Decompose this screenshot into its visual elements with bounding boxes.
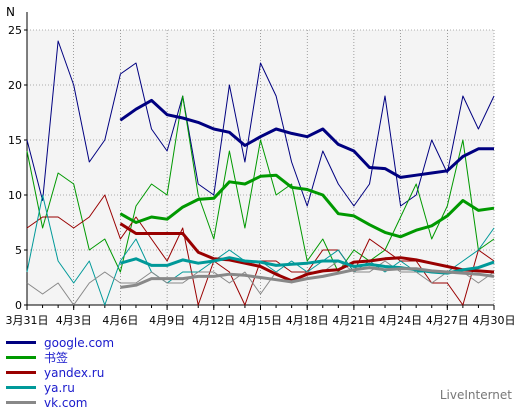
legend-item-vk[interactable]: vk.com	[6, 395, 114, 410]
series-line-average	[120, 266, 495, 289]
x-tick-label: 4月12日	[192, 314, 235, 327]
legend-item-bookmarks[interactable]: 书签	[6, 350, 114, 365]
x-tick-label: 4月6日	[102, 314, 138, 327]
x-tick-label: 4月18日	[286, 314, 329, 327]
x-tick-label: 4月27日	[426, 314, 469, 327]
legend-swatch	[6, 401, 36, 404]
y-tick-label: 10	[8, 189, 22, 202]
y-axis-label: N	[6, 5, 15, 19]
legend-item-google[interactable]: google.com	[6, 335, 114, 350]
series-line-daily	[26, 260, 495, 306]
x-tick-label: 4月21日	[332, 314, 375, 327]
x-tick-label: 4月30日	[473, 314, 516, 327]
series-line-daily	[26, 95, 495, 273]
legend-swatch	[6, 386, 36, 389]
legend-item-ya[interactable]: ya.ru	[6, 380, 114, 395]
y-tick-label: 0	[15, 299, 22, 312]
x-tick-label: 4月15日	[239, 314, 282, 327]
legend-swatch	[6, 341, 36, 344]
x-tick-label: 4月24日	[379, 314, 422, 327]
series-line-average	[119, 98, 494, 179]
series-line-average	[119, 173, 495, 239]
y-tick-label: 20	[8, 79, 22, 92]
footer-brand[interactable]: LiveInternet	[439, 388, 512, 402]
y-tick-label: 5	[15, 244, 22, 257]
x-tick-label: 3月31日	[6, 314, 49, 327]
legend-label: 书签	[44, 351, 69, 365]
legend-label: google.com	[44, 335, 115, 350]
x-tick-label: 4月3日	[56, 314, 92, 327]
series-line-daily	[26, 40, 495, 207]
legend-item-yandex[interactable]: yandex.ru	[6, 365, 114, 380]
legend-label: ya.ru	[44, 380, 75, 395]
x-tick-label: 4月9日	[149, 314, 185, 327]
series-line-average	[119, 222, 495, 283]
legend-swatch	[6, 371, 36, 374]
y-tick-label: 15	[8, 134, 22, 147]
legend-label: yandex.ru	[44, 365, 105, 380]
legend: google.com 书签 yandex.ru ya.ru vk.com	[6, 335, 114, 410]
legend-swatch	[6, 356, 36, 359]
y-tick-label: 25	[8, 24, 22, 37]
legend-label: vk.com	[44, 395, 88, 410]
